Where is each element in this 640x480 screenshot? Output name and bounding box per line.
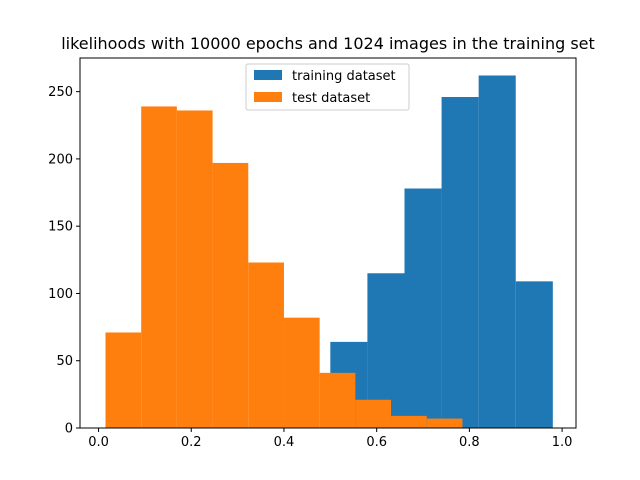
- legend: training dataset test dataset: [245, 63, 410, 111]
- chart-title: likelihoods with 10000 epochs and 1024 i…: [61, 34, 595, 53]
- y-tick-label: 0: [65, 422, 73, 437]
- y-tick-label: 250: [48, 85, 73, 100]
- y-tick-label: 50: [56, 354, 73, 369]
- bar-training-2: [404, 188, 442, 428]
- bar-training-3: [441, 97, 479, 428]
- x-tick-label: 1.0: [552, 435, 573, 450]
- y-tick-label: 100: [48, 287, 73, 302]
- bar-test-5: [283, 317, 320, 428]
- bar-test-9: [426, 418, 463, 428]
- legend-swatch-test: [254, 92, 282, 102]
- x-axis: 0.0 0.2 0.4 0.6 0.8 1.0: [88, 428, 572, 450]
- y-tick-label: 200: [48, 152, 73, 167]
- legend-label-training: training dataset: [292, 69, 396, 84]
- bar-test-0: [105, 332, 142, 428]
- bar-test-6: [319, 372, 356, 428]
- bar-test-4: [248, 262, 284, 428]
- x-tick-label: 0.0: [88, 435, 109, 450]
- bar-test-8: [391, 415, 427, 428]
- y-axis: 0 50 100 150 200 250: [48, 85, 80, 437]
- bar-test-2: [176, 110, 213, 429]
- legend-box: [245, 63, 410, 111]
- bar-training-4: [478, 75, 516, 428]
- x-tick-label: 0.4: [274, 435, 295, 450]
- x-tick-label: 0.2: [181, 435, 202, 450]
- legend-swatch-training: [254, 70, 282, 80]
- bar-training-5: [515, 281, 553, 428]
- x-tick-label: 0.8: [459, 435, 480, 450]
- legend-label-test: test dataset: [292, 91, 370, 106]
- bars-layer: [105, 75, 553, 429]
- x-tick-label: 0.6: [366, 435, 387, 450]
- bar-test-3: [212, 162, 249, 429]
- bar-test-7: [355, 399, 392, 428]
- plot-frame: [79, 57, 577, 429]
- y-tick-label: 150: [48, 220, 73, 235]
- bar-test-1: [141, 106, 177, 428]
